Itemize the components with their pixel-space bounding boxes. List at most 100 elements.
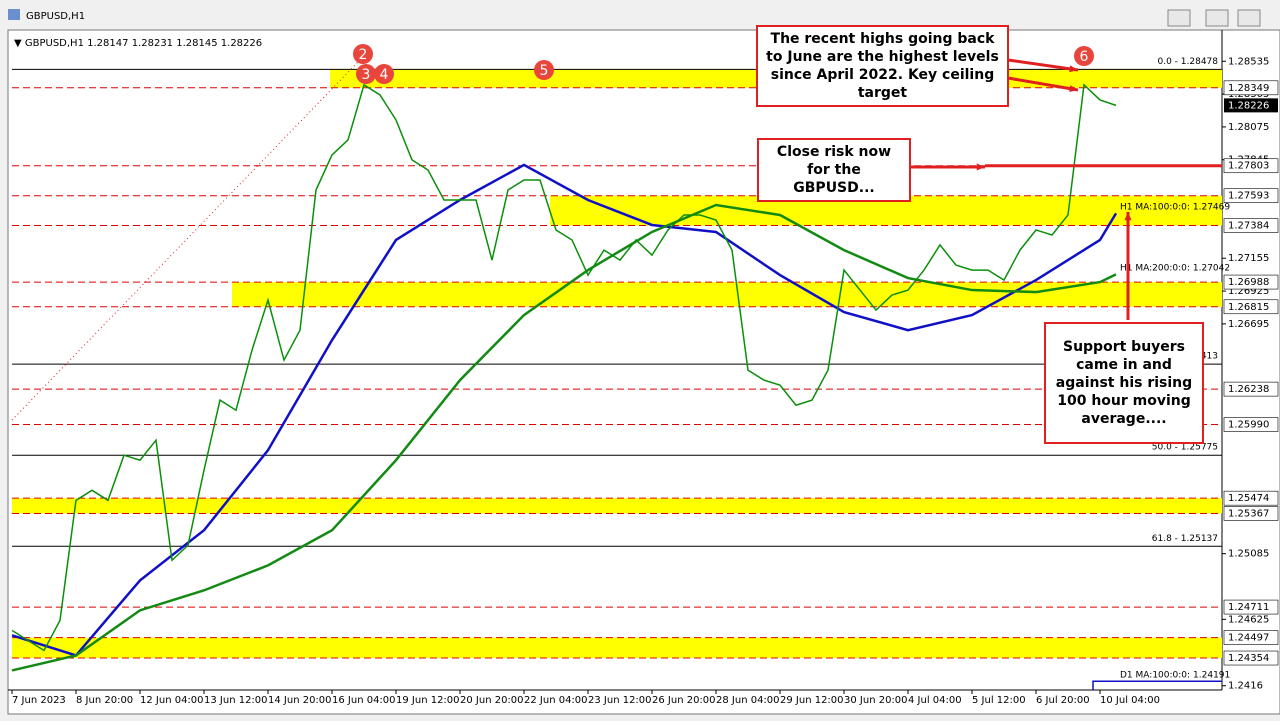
level-label: 1.27384 (1228, 221, 1269, 232)
x-tick-label: 14 Jun 20:00 (268, 695, 332, 706)
y-tick-label: 1.28075 (1228, 122, 1269, 133)
ma-value: 1.27469 (1193, 202, 1230, 212)
level-label-box (1223, 506, 1279, 521)
x-tick-label: 22 Jun 04:00 (524, 695, 588, 706)
y-tick-label: 1.28535 (1228, 56, 1269, 67)
y-tick-label: 1.2416 (1228, 681, 1263, 692)
ma-value: 1.24191 (1193, 670, 1230, 680)
level-label-box (1223, 417, 1279, 432)
wave-marker-label: 5 (540, 63, 549, 79)
level-label: 1.24711 (1228, 602, 1269, 613)
x-tick-label: 8 Jun 20:00 (76, 695, 133, 706)
x-tick-label: 16 Jun 04:00 (332, 695, 396, 706)
ma-name: D1 MA:100:0:0: (1120, 670, 1190, 680)
x-tick-label: 6 Jul 20:00 (1036, 695, 1090, 706)
window-title: GBPUSD,H1 (26, 11, 85, 22)
fib-label: 61.8 - 1.25137 (1152, 534, 1218, 544)
level-label: 1.26815 (1228, 302, 1269, 313)
x-tick-label: 30 Jun 20:00 (844, 695, 908, 706)
level-label-box (1223, 650, 1279, 666)
y-tick-label: 1.25085 (1228, 549, 1269, 560)
x-tick-label: 7 Jun 2023 (12, 695, 66, 706)
ma-label: H1 MA:200:0:0: 1.27042 (1120, 263, 1230, 273)
title-bar (0, 0, 1280, 30)
annotation: Close risk now for the GBPUSD... (757, 138, 911, 202)
price-line (11, 83, 1117, 652)
level-label: 1.24354 (1228, 653, 1269, 664)
level-label: 1.24497 (1228, 633, 1269, 644)
fib-diagonal (11, 61, 359, 421)
price-zone (12, 498, 1222, 514)
ma-name: H1 MA:100:0:0: (1120, 202, 1190, 212)
level-label-box (1223, 274, 1279, 290)
x-tick-label: 29 Jun 12:00 (780, 695, 844, 706)
level-label-box (1223, 188, 1279, 204)
wave-marker (356, 64, 376, 84)
ma-value: 1.27042 (1193, 263, 1230, 273)
level-label-box (1223, 299, 1279, 315)
fib-label: 0.0 - 1.28478 (1158, 57, 1219, 67)
ma-label: H1 MA:100:0:0: 1.27469 (1120, 202, 1230, 212)
daily-ma (1092, 680, 1222, 690)
moving-average (11, 163, 1118, 657)
level-label: 1.28349 (1228, 83, 1269, 94)
wave-marker (534, 60, 554, 80)
level-label-box (1223, 599, 1279, 615)
price-zone (12, 637, 1222, 659)
annotation-arrow (1007, 58, 1079, 72)
x-tick-label: 20 Jun 20:00 (460, 695, 524, 706)
x-tick-label: 23 Jun 12:00 (588, 695, 652, 706)
arrow-head (976, 163, 985, 171)
y-tick-label: 1.27155 (1228, 253, 1269, 264)
x-tick-label: 10 Jul 04:00 (1100, 695, 1160, 706)
y-tick-label: 1.24625 (1228, 614, 1269, 625)
x-tick-label: 4 Jul 04:00 (908, 695, 962, 706)
wave-marker (353, 44, 373, 64)
arrow-head (1069, 85, 1078, 93)
level-label: 1.27803 (1228, 161, 1269, 172)
price-zone (232, 282, 1222, 307)
wave-marker (1074, 46, 1094, 66)
moving-average (11, 203, 1117, 672)
wave-marker-label: 3 (362, 67, 371, 83)
annotation-arrow (1007, 76, 1079, 92)
level-label: 1.25474 (1228, 493, 1269, 504)
annotation: The recent highs going back to June are … (756, 25, 1009, 107)
y-tick-label: 1.26695 (1228, 319, 1269, 330)
level-label: 1.25367 (1228, 508, 1269, 519)
level-label-box (1223, 80, 1279, 96)
level-label: 1.26238 (1228, 384, 1269, 395)
ma-name: H1 MA:200:0:0: (1120, 263, 1190, 273)
arrow-head (1124, 212, 1132, 221)
x-tick-label: 19 Jun 12:00 (396, 695, 460, 706)
annotation: Support buyers came in and against his r… (1044, 322, 1204, 444)
x-tick-label: 13 Jun 12:00 (204, 695, 268, 706)
level-label-box (1223, 381, 1279, 397)
level-label-box (1223, 630, 1279, 645)
level-label: 1.25990 (1228, 420, 1269, 431)
level-label: 1.26988 (1228, 277, 1269, 288)
y-tick-label: 1.26925 (1228, 286, 1269, 297)
wave-marker (374, 64, 394, 84)
minimize-button[interactable] (1167, 9, 1191, 27)
window-icon (8, 9, 20, 20)
symbol-info: ▼ GBPUSD,H1 1.28147 1.28231 1.28145 1.28… (14, 38, 262, 49)
level-label-box (1223, 490, 1279, 506)
level-label-box (1223, 158, 1279, 174)
current-price: 1.28226 (1228, 100, 1269, 111)
x-tick-label: 28 Jun 04:00 (716, 695, 780, 706)
maximize-button[interactable] (1205, 9, 1229, 27)
level-label: 1.27593 (1228, 191, 1269, 202)
wave-marker-label: 6 (1080, 49, 1089, 65)
wave-marker-label: 2 (359, 47, 368, 63)
ma-label: D1 MA:100:0:0: 1.24191 (1120, 670, 1230, 680)
fib-label: 50.0 - 1.25775 (1152, 443, 1218, 453)
x-tick-label: 26 Jun 20:00 (652, 695, 716, 706)
arrow-head (1069, 65, 1078, 73)
level-label-box (1223, 218, 1279, 233)
x-tick-label: 5 Jul 12:00 (972, 695, 1026, 706)
close-button[interactable] (1237, 9, 1261, 27)
x-tick-label: 12 Jun 04:00 (140, 695, 204, 706)
